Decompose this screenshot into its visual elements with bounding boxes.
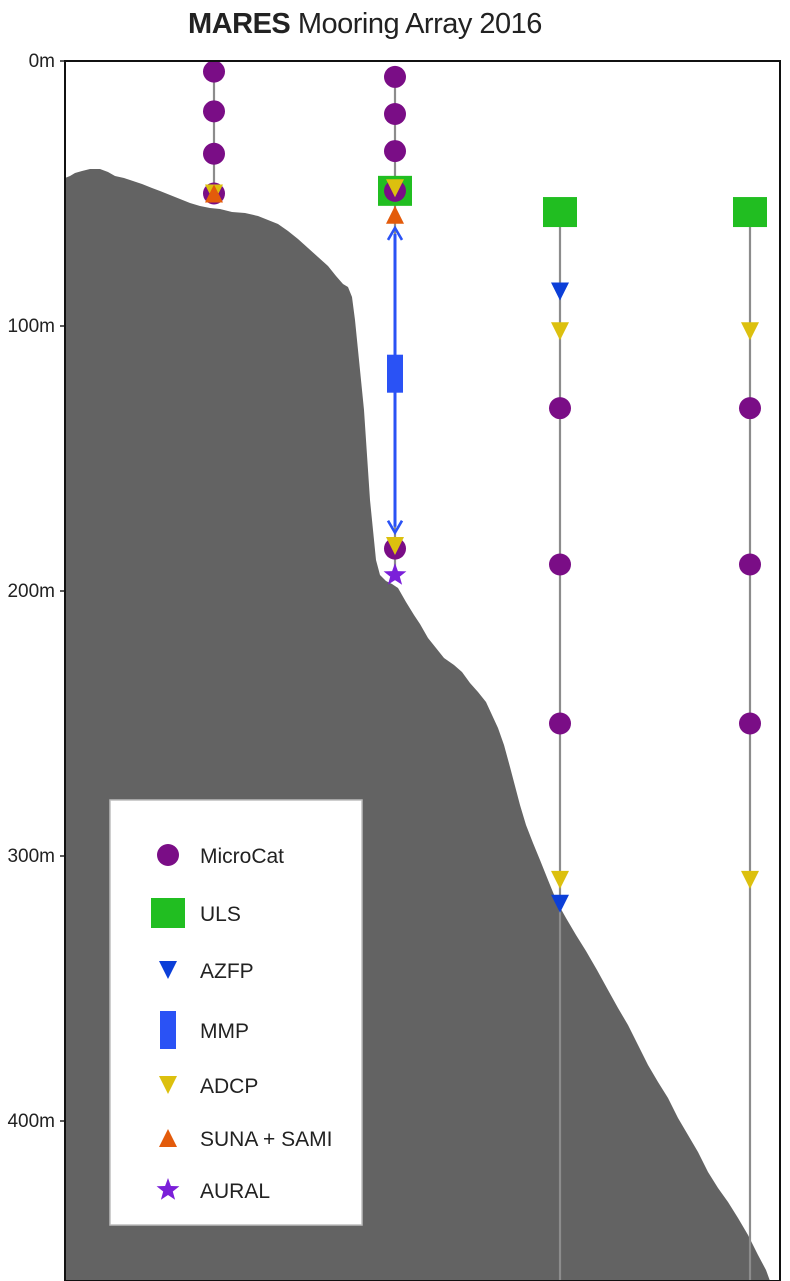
legend-label-aural: AURAL bbox=[200, 1180, 270, 1203]
diagram-title: MARES Mooring Array 2016 bbox=[0, 8, 730, 41]
depth-axis: 0m 100m 200m 300m 400m bbox=[7, 51, 65, 1132]
legend-symbol-adcp bbox=[159, 1076, 177, 1094]
legend-box bbox=[109, 799, 363, 1226]
legend-symbol-aural bbox=[156, 1178, 180, 1200]
instrument-microcat bbox=[384, 65, 406, 88]
depth-tick-label: 400m bbox=[7, 1111, 55, 1132]
legend-label-azfp: AZFP bbox=[200, 960, 254, 983]
instrument-microcat bbox=[203, 100, 225, 123]
instrument-azfp bbox=[551, 894, 569, 913]
instrument-azfp bbox=[551, 282, 569, 301]
instrument-suna_sami bbox=[386, 205, 404, 224]
legend: MicroCat ULS AZFP MMP ADCP SUNA + SAMI AURAL bbox=[151, 844, 332, 1203]
profiler-arrow-up bbox=[386, 225, 404, 241]
instrument-microcat bbox=[739, 397, 761, 420]
legend-label-mmp: MMP bbox=[200, 1020, 249, 1043]
instrument-microcat bbox=[549, 712, 571, 735]
instrument-uls bbox=[543, 197, 577, 228]
instrument-suna_sami bbox=[205, 184, 223, 203]
instrument-microcat bbox=[739, 553, 761, 576]
depth-tick-label: 300m bbox=[7, 846, 55, 867]
instrument-microcat bbox=[549, 553, 571, 576]
instrument-microcat bbox=[203, 142, 225, 165]
instrument-microcat bbox=[384, 103, 406, 125]
instrument-microcat bbox=[739, 712, 761, 735]
legend-symbol-mmp bbox=[160, 1011, 176, 1049]
instrument-adcp bbox=[551, 870, 569, 889]
plot-frame bbox=[64, 60, 781, 1281]
instrument-adcp bbox=[741, 322, 759, 341]
depth-tick-label: 100m bbox=[7, 316, 55, 337]
instrument-adcp bbox=[741, 870, 759, 889]
legend-symbol-suna_sami bbox=[159, 1129, 177, 1147]
instrument-adcp bbox=[386, 179, 404, 198]
instrument-microcat bbox=[203, 60, 225, 83]
instrument-adcp bbox=[551, 322, 569, 341]
instrument-microcat bbox=[384, 140, 406, 163]
instrument-mmp bbox=[387, 354, 403, 393]
title-bold: MARES bbox=[188, 8, 291, 40]
legend-label-suna_sami: SUNA + SAMI bbox=[200, 1128, 332, 1151]
legend-label-microcat: MicroCat bbox=[200, 845, 284, 868]
instrument-aural bbox=[383, 563, 407, 585]
instrument-uls bbox=[733, 197, 767, 228]
profiler-arrow-down bbox=[386, 520, 404, 536]
depth-tick-label: 0m bbox=[29, 51, 55, 72]
legend-label-uls: ULS bbox=[200, 903, 241, 926]
legend-symbol-microcat bbox=[157, 844, 179, 866]
legend-symbol-azfp bbox=[159, 961, 177, 979]
legend-label-adcp: ADCP bbox=[200, 1075, 258, 1098]
title-rest: Mooring Array 2016 bbox=[290, 8, 543, 40]
instrument-markers bbox=[203, 60, 767, 913]
depth-tick-label: 200m bbox=[7, 581, 55, 602]
instrument-adcp bbox=[386, 536, 404, 555]
instrument-microcat bbox=[549, 397, 571, 420]
legend-symbol-uls bbox=[151, 898, 185, 928]
